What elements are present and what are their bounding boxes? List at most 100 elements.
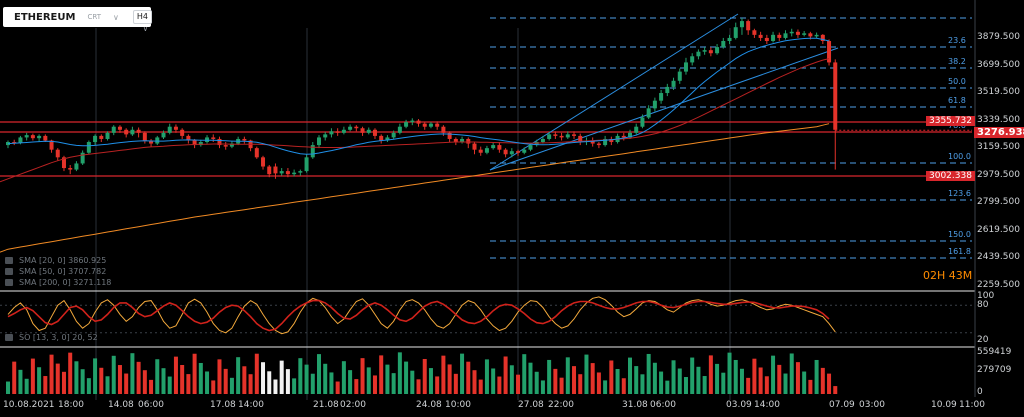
timeframe-select[interactable]: H4 ∨: [132, 10, 152, 33]
candle: [124, 129, 129, 135]
candle: [447, 132, 452, 139]
volume-bar: [572, 366, 577, 394]
candle: [341, 129, 346, 133]
volume-bar: [578, 374, 583, 394]
candle: [733, 27, 738, 38]
candle: [74, 163, 79, 170]
oscillator-axis-label: 100: [977, 291, 995, 301]
legend-sma200[interactable]: SMA [200, 0] 3271.118: [5, 278, 111, 287]
volume-bar: [708, 355, 713, 394]
volume-bar: [553, 368, 558, 394]
candle: [317, 137, 321, 146]
candle: [808, 33, 813, 37]
legend-sma50[interactable]: SMA [50, 0] 3707.782: [5, 267, 106, 276]
volume-bar: [310, 373, 315, 394]
lower-line-tag: 3002.338: [926, 171, 975, 181]
chevron-down-icon[interactable]: ∨: [113, 12, 119, 22]
volume-bar: [820, 367, 825, 394]
volume-bar: [447, 364, 452, 394]
legend-sma20[interactable]: SMA [20, 0] 3860.925: [5, 256, 106, 265]
candle: [304, 157, 309, 172]
volume-bar: [24, 378, 29, 394]
volume-bar: [261, 362, 266, 394]
candle: [155, 137, 160, 144]
visibility-icon[interactable]: [5, 279, 13, 286]
candle: [397, 126, 402, 133]
volume-bar: [379, 355, 384, 394]
candle: [827, 40, 832, 63]
volume-bar: [173, 356, 178, 394]
time-axis-label: 14:00: [238, 400, 264, 410]
candle: [198, 142, 203, 146]
fib-level-label: 150.0: [948, 230, 971, 239]
candle: [621, 135, 626, 138]
volume-bar: [677, 368, 682, 394]
candle: [267, 166, 272, 175]
volume-bar: [12, 361, 17, 394]
legend-stochastic[interactable]: SO [13, 3, 0] 20, 52: [5, 333, 98, 342]
volume-bar: [198, 362, 203, 394]
candle: [117, 126, 122, 130]
volume-bar: [30, 358, 35, 394]
time-axis-label: 11:00: [959, 400, 985, 410]
candle: [491, 145, 496, 149]
candle: [18, 137, 23, 143]
candle: [323, 134, 328, 138]
volume-bar: [366, 367, 371, 394]
volume-bar: [285, 369, 290, 394]
candle: [111, 126, 116, 133]
volume-bar: [360, 358, 365, 394]
panel-separators[interactable]: [0, 0, 976, 397]
visibility-icon[interactable]: [5, 334, 13, 341]
candle: [497, 145, 502, 150]
volume-bar: [279, 360, 284, 394]
time-axis-label: 21.08: [313, 400, 339, 410]
volume-bar: [223, 368, 228, 394]
candle: [603, 138, 608, 146]
symbol-name[interactable]: ETHEREUM: [14, 11, 76, 23]
candle: [503, 149, 508, 155]
symbol-header[interactable]: ETHEREUM CRT ∨ H4 ∨: [3, 7, 152, 33]
candle: [149, 140, 154, 144]
candle: [466, 138, 471, 144]
volume-bar: [491, 368, 496, 394]
volume-bar: [124, 373, 129, 394]
candle: [628, 132, 632, 138]
candle: [242, 138, 247, 141]
volume-bar: [298, 358, 303, 394]
candle: [385, 137, 390, 141]
candle: [777, 34, 782, 38]
volume-bar: [248, 374, 253, 394]
candle: [428, 123, 433, 127]
candle: [310, 145, 315, 158]
horizontal-lines[interactable]: [0, 121, 972, 177]
volume-bar: [665, 380, 670, 394]
candle: [211, 137, 216, 139]
volume-bar: [472, 370, 477, 394]
candle: [795, 31, 800, 35]
candle: [30, 135, 35, 139]
volume-bar: [596, 372, 601, 394]
visibility-icon[interactable]: [5, 268, 13, 275]
candle: [68, 168, 73, 170]
volume-bar: [771, 355, 776, 394]
candle: [24, 135, 29, 138]
candle: [99, 135, 104, 139]
volume-bar: [93, 358, 98, 394]
volume-bar: [721, 372, 726, 394]
volume-bar: [416, 379, 421, 394]
volume-bar: [242, 366, 247, 394]
volume-bar: [61, 371, 66, 394]
visibility-icon[interactable]: [5, 257, 13, 264]
candle: [746, 21, 751, 31]
candle: [547, 134, 552, 139]
time-axis-label: 22:00: [548, 400, 574, 410]
volume-bar: [68, 352, 73, 394]
volume-panel: [6, 352, 838, 394]
candle: [522, 149, 527, 153]
volume-bar: [136, 361, 141, 394]
time-axis-label: 07.09: [829, 400, 855, 410]
candle: [416, 120, 421, 124]
candle: [677, 71, 682, 81]
